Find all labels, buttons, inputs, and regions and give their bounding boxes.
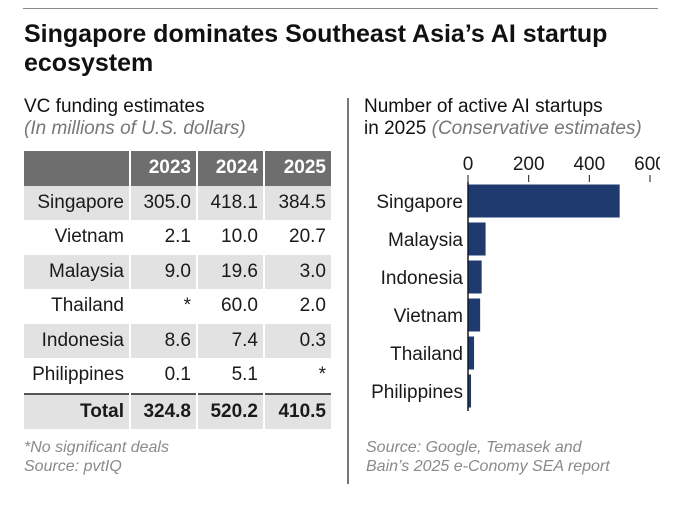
- total-value: 410.5: [264, 392, 331, 429]
- vc-funding-table: 2023 2024 2025 Singapore 305.0 418.1 384…: [24, 151, 331, 429]
- row-value: 305.0: [130, 185, 198, 220]
- category-label: Malaysia: [388, 230, 463, 251]
- x-tick-label: 0: [463, 154, 474, 175]
- total-row: Total 324.8 520.2 410.5: [24, 392, 331, 429]
- bar-malaysia: [468, 222, 486, 256]
- table-row: Philippines 0.1 5.1 *: [24, 358, 331, 394]
- table-row: Indonesia 8.6 7.4 0.3: [24, 323, 331, 358]
- row-value: 0.3: [264, 323, 331, 358]
- row-value: 2.0: [299, 295, 326, 317]
- category-label: Singapore: [376, 192, 463, 213]
- column-header: 2023: [130, 151, 198, 186]
- total-value: 324.8: [130, 392, 198, 429]
- bar-philippines: [468, 374, 472, 408]
- row-value: 7.4: [197, 323, 265, 358]
- row-country: Singapore: [24, 185, 131, 220]
- row-value: 60.0: [197, 289, 265, 324]
- bar-singapore: [468, 184, 620, 218]
- table-row: Thailand * 60.0 2.0: [24, 289, 331, 324]
- row-country: Philippines: [24, 358, 131, 394]
- category-label: Vietnam: [394, 306, 463, 327]
- total-label: Total: [24, 392, 131, 429]
- no-deals-note: *No significant deals: [24, 439, 169, 456]
- row-value: *: [130, 289, 198, 324]
- vc-footnote: *No significant deals Source: pvtIQ: [24, 438, 169, 476]
- row-value: *: [318, 364, 326, 386]
- startups-panel-year: in 2025: [364, 118, 427, 139]
- category-label: Indonesia: [381, 268, 464, 289]
- row-value: 3.0: [264, 254, 331, 289]
- x-tick-label: 200: [513, 154, 545, 175]
- panel-divider: [347, 98, 349, 484]
- table-row: Singapore 305.0 418.1 384.5: [24, 185, 331, 220]
- row-country: Indonesia: [24, 323, 131, 358]
- category-label: Philippines: [371, 382, 463, 403]
- row-value: 5.1: [197, 358, 265, 394]
- startups-source: Source: Google, Temasek and Bain’s 2025 …: [366, 438, 610, 476]
- startups-panel-subtitle: (Conservative estimates): [431, 118, 642, 139]
- column-header: 2024: [197, 151, 265, 186]
- vc-panel-heading: VC funding estimates (In millions of U.S…: [24, 96, 246, 140]
- row-country: Malaysia: [24, 254, 131, 289]
- row-value: 8.6: [130, 323, 198, 358]
- row-value: 19.6: [197, 254, 265, 289]
- startups-bar-chart: 0 200 400 600 Singapore Malaysia Indonesia Vie…: [371, 154, 660, 411]
- row-value: 9.0: [130, 254, 198, 289]
- category-label: Thailand: [390, 344, 463, 365]
- table-row: Vietnam 2.1 10.0 20.7: [24, 220, 331, 255]
- startups-panel-heading: Number of active AI startups in 2025 (Co…: [364, 96, 642, 140]
- row-value: 384.5: [264, 185, 331, 220]
- row-value: 20.7: [289, 226, 326, 248]
- row-country: Vietnam: [24, 220, 131, 255]
- x-tick-label: 400: [573, 154, 605, 175]
- bar-vietnam: [468, 298, 481, 332]
- startups-panel-title: Number of active AI startups: [364, 96, 603, 117]
- row-value: 418.1: [197, 185, 265, 220]
- table-header-row: 2023 2024 2025: [24, 151, 331, 186]
- table-row: Malaysia 9.0 19.6 3.0: [24, 254, 331, 289]
- bar-indonesia: [468, 260, 482, 294]
- row-country: Thailand: [24, 289, 131, 324]
- vc-panel-subtitle: (In millions of U.S. dollars): [24, 118, 246, 139]
- row-value: 2.1: [130, 220, 198, 255]
- top-rule: [23, 8, 658, 9]
- total-value: 520.2: [197, 392, 265, 429]
- row-value: 10.0: [197, 220, 265, 255]
- x-tick-label: 600: [634, 154, 660, 175]
- chart-title: Singapore dominates Southeast Asia’s AI …: [24, 20, 608, 77]
- header-corner: [24, 151, 131, 186]
- startups-source-line-2: Bain’s 2025 e-Conomy SEA report: [366, 458, 610, 475]
- column-header: 2025: [264, 151, 331, 186]
- bar-thailand: [468, 336, 475, 370]
- vc-source: Source: pvtIQ: [24, 458, 122, 475]
- startups-source-line-1: Source: Google, Temasek and: [366, 439, 582, 456]
- vc-panel-title: VC funding estimates: [24, 96, 205, 117]
- row-value: 0.1: [130, 358, 198, 394]
